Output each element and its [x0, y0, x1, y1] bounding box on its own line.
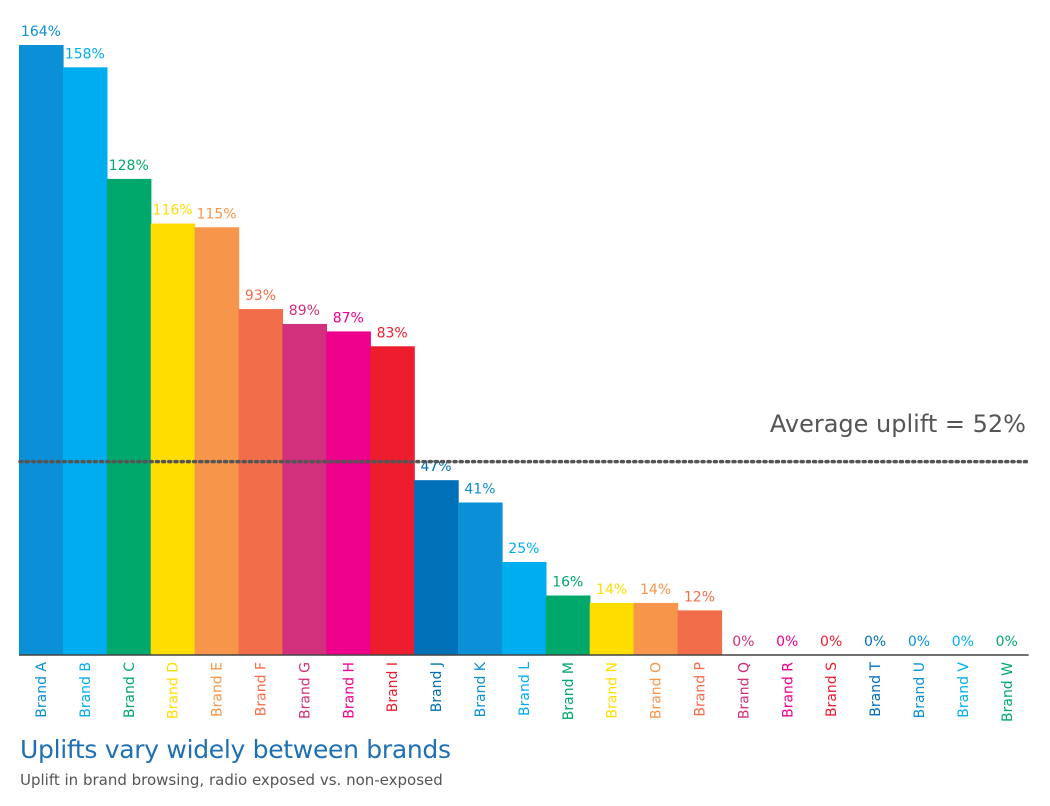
bar-brand-o	[633, 602, 679, 655]
chart-subtitle: Uplift in brand browsing, radio exposed …	[20, 771, 443, 789]
value-label: 14%	[640, 582, 671, 598]
category-tick-label: Brand A	[34, 662, 50, 718]
category-tick-label: Brand O	[649, 662, 665, 719]
category-tick-label: Brand W	[1000, 662, 1016, 722]
value-label: 0%	[908, 634, 930, 650]
category-tick-label: Brand S	[824, 662, 840, 717]
value-label: 89%	[289, 303, 320, 319]
category-tick-label: Brand P	[692, 662, 708, 717]
value-label: 14%	[596, 582, 627, 598]
category-tick-label: Brand K	[473, 661, 489, 717]
value-label: 0%	[732, 634, 754, 650]
value-label: 0%	[952, 634, 974, 650]
category-tick-label: Brand C	[122, 662, 138, 718]
value-label: 41%	[464, 482, 495, 498]
bar-brand-j	[414, 480, 459, 655]
average-line-label: Average uplift = 52%	[769, 410, 1026, 438]
value-label: 16%	[552, 574, 583, 590]
category-tick-label: Brand J	[429, 662, 445, 712]
chart-title: Uplifts vary widely between brands	[20, 735, 451, 764]
value-label: 0%	[776, 634, 798, 650]
tick-labels-group: Brand A Brand B Brand C Brand D Brand E Brand…	[34, 661, 1016, 722]
bar-brand-g	[282, 323, 327, 655]
bar-brand-l	[501, 562, 547, 655]
value-label: 93%	[245, 288, 276, 304]
bar-chart: 164%158%128%116% 115%93%89% 87%83%47%41%25…	[18, 24, 1030, 722]
category-tick-label: Brand B	[78, 662, 94, 718]
bar-brand-d	[150, 223, 196, 656]
value-label: 116%	[153, 203, 193, 219]
value-label: 0%	[996, 634, 1018, 650]
category-tick-label: Brand R	[780, 662, 796, 718]
bar-brand-m	[545, 595, 591, 655]
bar-brand-f	[238, 309, 284, 655]
bar-brand-k	[458, 502, 503, 655]
value-label: 128%	[109, 158, 149, 174]
category-tick-label: Brand D	[166, 662, 182, 719]
value-label: 83%	[377, 325, 408, 341]
category-tick-label: Brand G	[297, 662, 313, 719]
category-tick-label: Brand V	[956, 662, 972, 718]
value-label: 0%	[864, 634, 886, 650]
value-label: 87%	[333, 310, 364, 326]
bar-brand-e	[194, 227, 240, 655]
bar-brand-b	[62, 67, 108, 655]
category-tick-label: Brand U	[912, 662, 928, 718]
value-labels-group: 164%158%128%116% 115%93%89% 87%83%47%41%25…	[21, 24, 1018, 650]
bar-brand-p	[677, 610, 723, 655]
value-label: 12%	[684, 589, 715, 605]
bar-brand-h	[326, 331, 371, 655]
value-label: 0%	[820, 634, 842, 650]
category-tick-label: Brand M	[561, 662, 577, 720]
bar-brand-i	[370, 346, 415, 655]
category-tick-label: Brand F	[253, 662, 269, 716]
category-tick-label: Brand E	[210, 662, 226, 717]
value-label: 158%	[65, 46, 105, 62]
bar-brand-a	[19, 45, 64, 655]
bar-brand-c	[106, 178, 152, 655]
category-tick-label: Brand H	[341, 662, 357, 719]
bar-brand-n	[589, 602, 635, 655]
value-label: 25%	[508, 541, 539, 557]
category-tick-label: Brand N	[605, 662, 621, 719]
bars-group	[19, 45, 723, 656]
value-label: 115%	[197, 206, 237, 222]
category-tick-label: Brand I	[385, 662, 401, 712]
value-label: 164%	[21, 24, 61, 40]
category-tick-label: Brand Q	[736, 662, 752, 719]
category-tick-label: Brand T	[868, 662, 884, 717]
category-tick-label: Brand L	[517, 662, 533, 716]
